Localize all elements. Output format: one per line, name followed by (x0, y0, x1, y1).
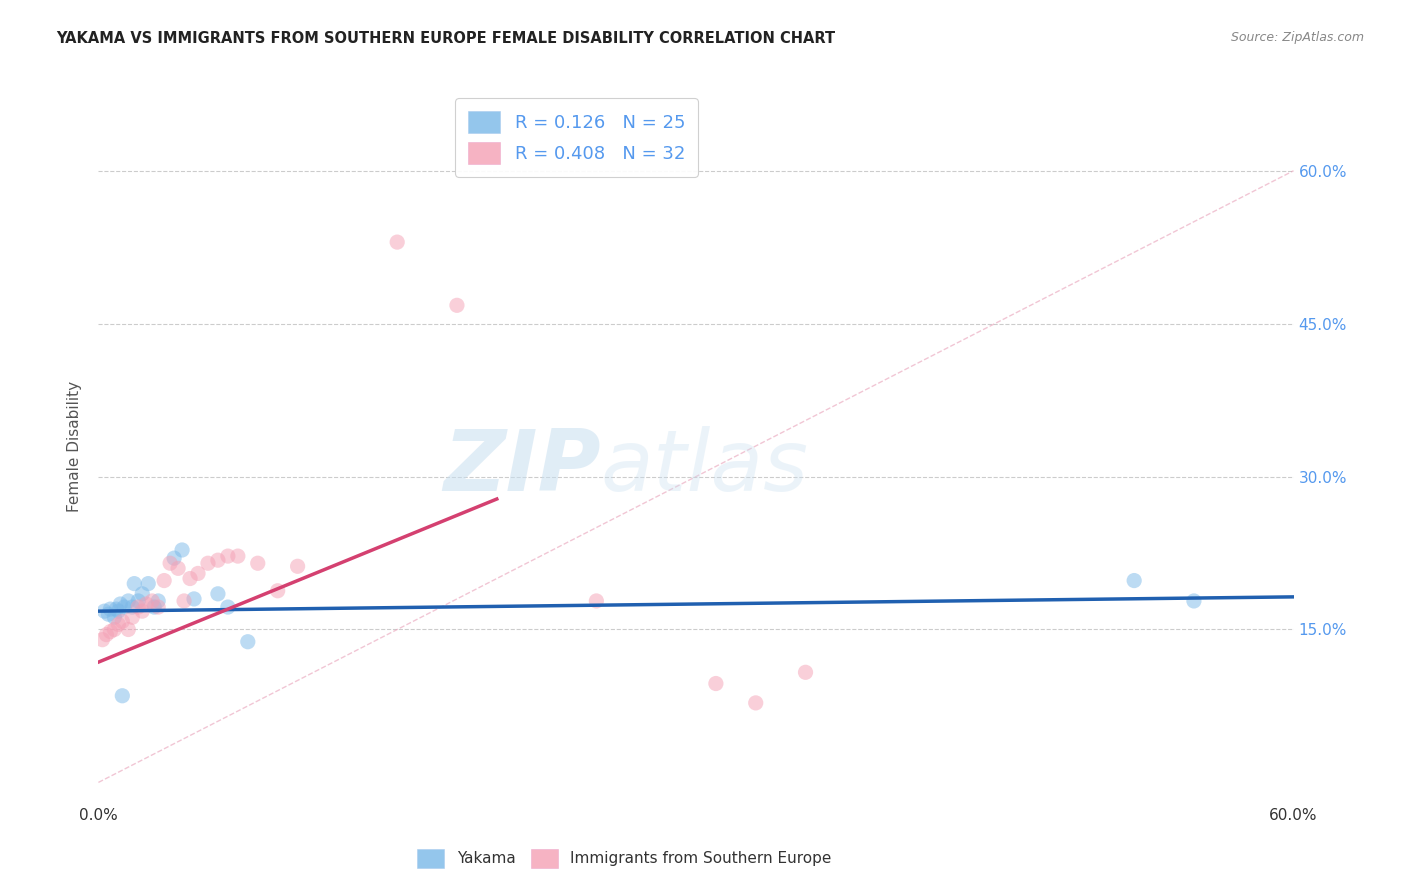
Point (207, 553, 229, 567)
Point (93, 604, 115, 618)
Point (91, 632, 114, 647)
Point (105, 602, 128, 616)
Point (117, 594, 139, 608)
Point (111, 615, 134, 629)
Point (267, 583, 290, 598)
Point (1123, 574, 1146, 588)
Point (117, 623, 139, 637)
Text: atlas: atlas (600, 425, 808, 509)
Point (172, 543, 194, 558)
Point (197, 556, 219, 570)
Point (173, 594, 195, 608)
Point (236, 634, 259, 648)
Point (745, 696, 768, 710)
Point (153, 574, 176, 588)
Point (385, 235, 409, 249)
Point (100, 624, 122, 639)
Point (107, 604, 129, 618)
Point (159, 556, 181, 570)
Point (121, 600, 143, 615)
Point (100, 602, 122, 616)
Point (217, 600, 239, 615)
Point (110, 597, 132, 611)
Point (148, 600, 170, 615)
Point (103, 610, 125, 624)
Point (226, 549, 249, 563)
Point (141, 594, 163, 608)
Point (446, 298, 468, 312)
Point (704, 676, 727, 690)
Point (287, 559, 309, 574)
Point (97, 607, 120, 622)
Point (135, 597, 157, 611)
Point (143, 600, 166, 615)
Point (207, 587, 229, 601)
Point (246, 556, 269, 570)
Point (167, 561, 190, 575)
Text: ZIP: ZIP (443, 425, 600, 509)
Point (131, 587, 153, 601)
Point (107, 617, 129, 632)
Point (148, 594, 170, 608)
Point (1182, 594, 1205, 608)
Point (127, 594, 149, 608)
Point (127, 600, 149, 615)
Text: Source: ZipAtlas.com: Source: ZipAtlas.com (1230, 31, 1364, 45)
Point (183, 591, 205, 606)
Point (187, 566, 209, 581)
Point (96, 627, 118, 641)
Point (163, 551, 186, 566)
Legend: Yakama, Immigrants from Southern Europe: Yakama, Immigrants from Southern Europe (411, 843, 838, 873)
Text: YAKAMA VS IMMIGRANTS FROM SOUTHERN EUROPE FEMALE DISABILITY CORRELATION CHART: YAKAMA VS IMMIGRANTS FROM SOUTHERN EUROP… (56, 31, 835, 46)
Point (103, 623, 125, 637)
Point (217, 549, 239, 563)
Point (111, 689, 134, 703)
Point (131, 604, 153, 618)
Point (112, 600, 135, 615)
Point (585, 594, 607, 608)
Point (121, 610, 143, 624)
Y-axis label: Female Disability: Female Disability (67, 380, 83, 512)
Point (136, 576, 159, 591)
Point (124, 576, 146, 591)
Point (179, 572, 201, 586)
Point (794, 665, 817, 680)
